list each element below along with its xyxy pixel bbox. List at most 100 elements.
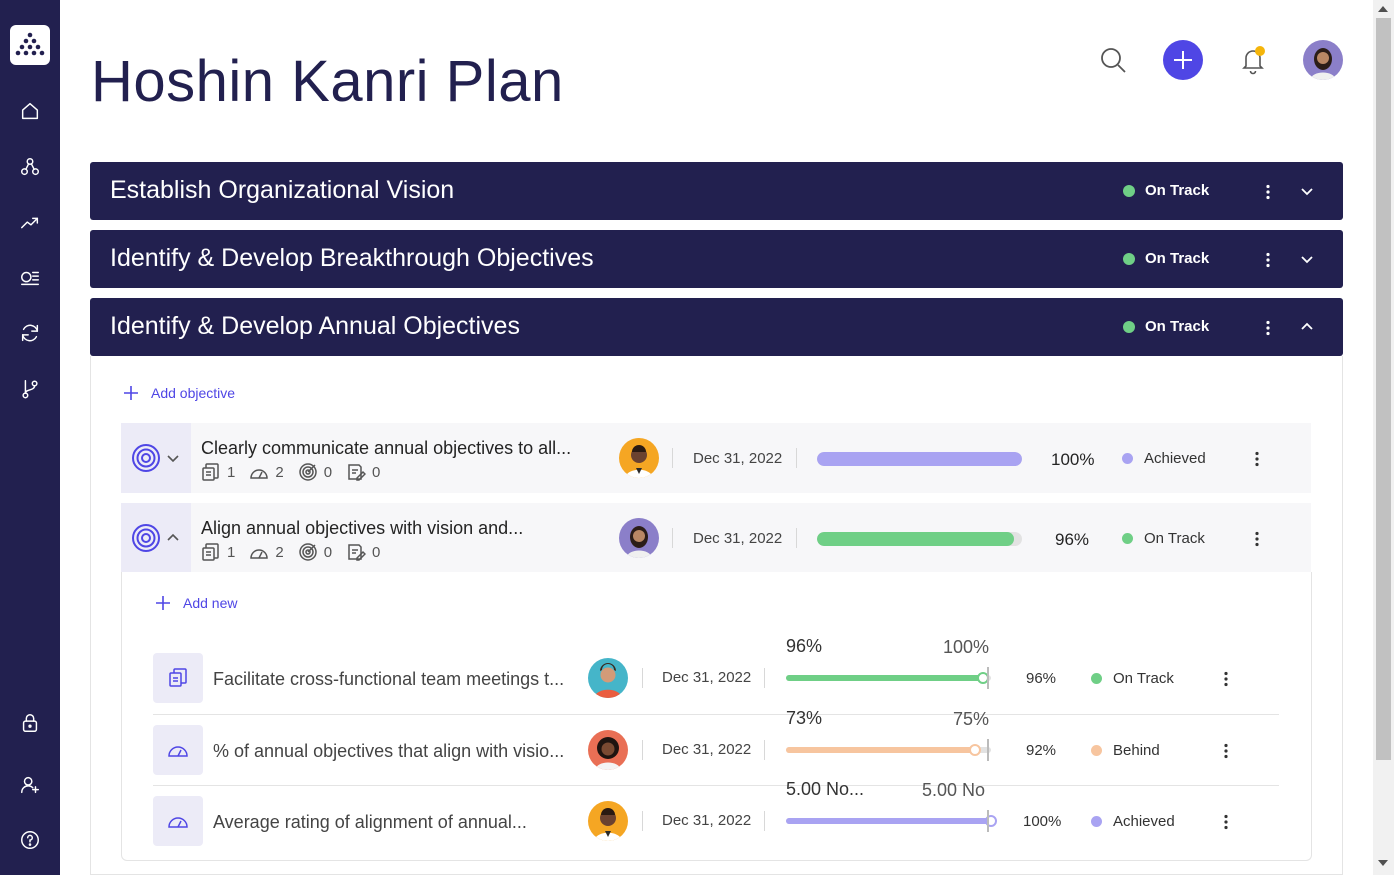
objective-title[interactable]: Align annual objectives with vision and.…	[201, 518, 524, 538]
key-results-panel	[121, 572, 1312, 861]
owner-avatar[interactable]	[588, 801, 628, 841]
row-divider	[153, 714, 1279, 715]
notifications-button[interactable]	[1233, 40, 1273, 80]
progress-percent: 100%	[1023, 813, 1062, 830]
key-result-row[interactable]: % of annual objectives that align with v…	[153, 708, 1279, 795]
add-new-label: Add new	[183, 595, 238, 611]
chevron-up-icon[interactable]	[1298, 318, 1316, 336]
objective-title[interactable]: Clearly communicate annual objectives to…	[201, 438, 572, 458]
more-options-icon[interactable]	[1216, 669, 1236, 689]
target-marker	[987, 739, 989, 761]
count-goals: 0	[323, 463, 333, 481]
task-icon	[348, 464, 367, 481]
add-new-button[interactable]: Add new	[155, 595, 237, 611]
due-date: Dec 31, 2022	[662, 669, 752, 686]
gauge-icon	[250, 549, 269, 559]
app-logo[interactable]	[10, 25, 50, 65]
more-options-icon[interactable]	[1258, 318, 1278, 338]
goal-icon	[298, 463, 317, 481]
key-result-title[interactable]: Facilitate cross-functional team meeting…	[213, 669, 565, 689]
hierarchy-icon[interactable]	[18, 155, 42, 179]
list-icon[interactable]	[18, 266, 42, 290]
target-icon	[132, 444, 160, 472]
scroll-thumb[interactable]	[1376, 18, 1391, 760]
add-user-icon[interactable]	[18, 773, 42, 797]
page-title: Hoshin Kanri Plan	[91, 49, 564, 114]
divider	[672, 448, 673, 468]
progress-knob[interactable]	[968, 744, 981, 756]
key-result-row[interactable]: Average rating of alignment of annual...…	[153, 779, 1279, 866]
chevron-down-icon[interactable]	[1298, 250, 1316, 268]
current-value: 96%	[786, 636, 823, 656]
section-title: Identify & Develop Annual Objectives	[110, 312, 520, 340]
count-goals: 0	[323, 543, 333, 561]
section-banner[interactable]: Identify & Develop Breakthrough Objectiv…	[90, 230, 1343, 288]
target-icon	[132, 524, 160, 552]
status-dot	[1122, 533, 1133, 544]
scroll-up-arrow-icon[interactable]	[1378, 6, 1388, 12]
trending-icon[interactable]	[18, 211, 42, 235]
divider	[672, 528, 673, 548]
objective-toggle[interactable]	[121, 503, 191, 573]
more-options-icon[interactable]	[1216, 812, 1236, 832]
owner-avatar[interactable]	[588, 658, 628, 698]
add-button[interactable]	[1163, 40, 1203, 80]
section-status: On Track	[1145, 182, 1210, 199]
current-value: 73%	[786, 708, 823, 728]
key-result-row[interactable]: Facilitate cross-functional team meeting…	[153, 636, 1279, 723]
goal-icon	[298, 543, 317, 561]
objective-toggle[interactable]	[121, 423, 191, 493]
count-tasks: 0	[372, 463, 381, 481]
objective-meta: 1 2 0 0	[201, 462, 380, 482]
task-icon	[348, 544, 367, 561]
status-dot	[1091, 745, 1102, 756]
target-value: 5.00 No	[922, 780, 986, 800]
help-icon[interactable]	[18, 828, 42, 852]
divider	[764, 668, 765, 688]
progress-fill	[817, 532, 1014, 546]
owner-avatar[interactable]	[588, 730, 628, 770]
owner-avatar[interactable]	[619, 518, 659, 558]
target-marker	[987, 667, 989, 689]
search-button[interactable]	[1093, 40, 1133, 80]
due-date: Dec 31, 2022	[662, 741, 752, 758]
scrollbar[interactable]	[1373, 0, 1394, 875]
progress-fill	[817, 452, 1022, 466]
more-options-icon[interactable]	[1258, 250, 1278, 270]
add-objective-label: Add objective	[151, 385, 236, 401]
divider	[796, 528, 797, 548]
more-options-icon[interactable]	[1247, 449, 1267, 469]
chevron-down-icon[interactable]	[1298, 182, 1316, 200]
status-label: Behind	[1113, 742, 1160, 759]
objective-row[interactable]: Clearly communicate annual objectives to…	[121, 423, 1311, 493]
more-options-icon[interactable]	[1216, 741, 1236, 761]
home-icon[interactable]	[18, 99, 42, 123]
add-objective-button[interactable]: Add objective	[123, 385, 235, 401]
more-options-icon[interactable]	[1247, 529, 1267, 549]
sync-icon[interactable]	[18, 321, 42, 345]
sidebar	[0, 0, 60, 875]
objective-meta: 1 2 0 0	[201, 542, 380, 562]
due-date: Dec 31, 2022	[693, 530, 783, 547]
progress-fill	[786, 818, 991, 824]
user-avatar[interactable]	[1303, 40, 1343, 80]
branch-icon[interactable]	[18, 377, 42, 401]
lock-icon[interactable]	[18, 711, 42, 735]
target-marker	[987, 810, 989, 832]
section-title: Identify & Develop Breakthrough Objectiv…	[110, 244, 594, 272]
owner-avatar[interactable]	[619, 438, 659, 478]
objective-row[interactable]: Align annual objectives with vision and.…	[121, 503, 1311, 573]
key-result-title[interactable]: % of annual objectives that align with v…	[213, 741, 565, 761]
scroll-down-arrow-icon[interactable]	[1378, 860, 1388, 866]
status-dot	[1123, 321, 1135, 333]
progress-fill	[786, 675, 983, 681]
more-options-icon[interactable]	[1258, 182, 1278, 202]
section-banner[interactable]: Identify & Develop Annual Objectives On …	[90, 298, 1343, 356]
progress-bar	[786, 739, 991, 761]
progress-fill	[786, 747, 975, 753]
key-result-title[interactable]: Average rating of alignment of annual...	[213, 812, 527, 832]
section-banner[interactable]: Establish Organizational Vision On Track	[90, 162, 1343, 220]
status-dot	[1123, 185, 1135, 197]
count-metrics: 2	[275, 463, 284, 481]
plus-icon	[124, 386, 138, 400]
